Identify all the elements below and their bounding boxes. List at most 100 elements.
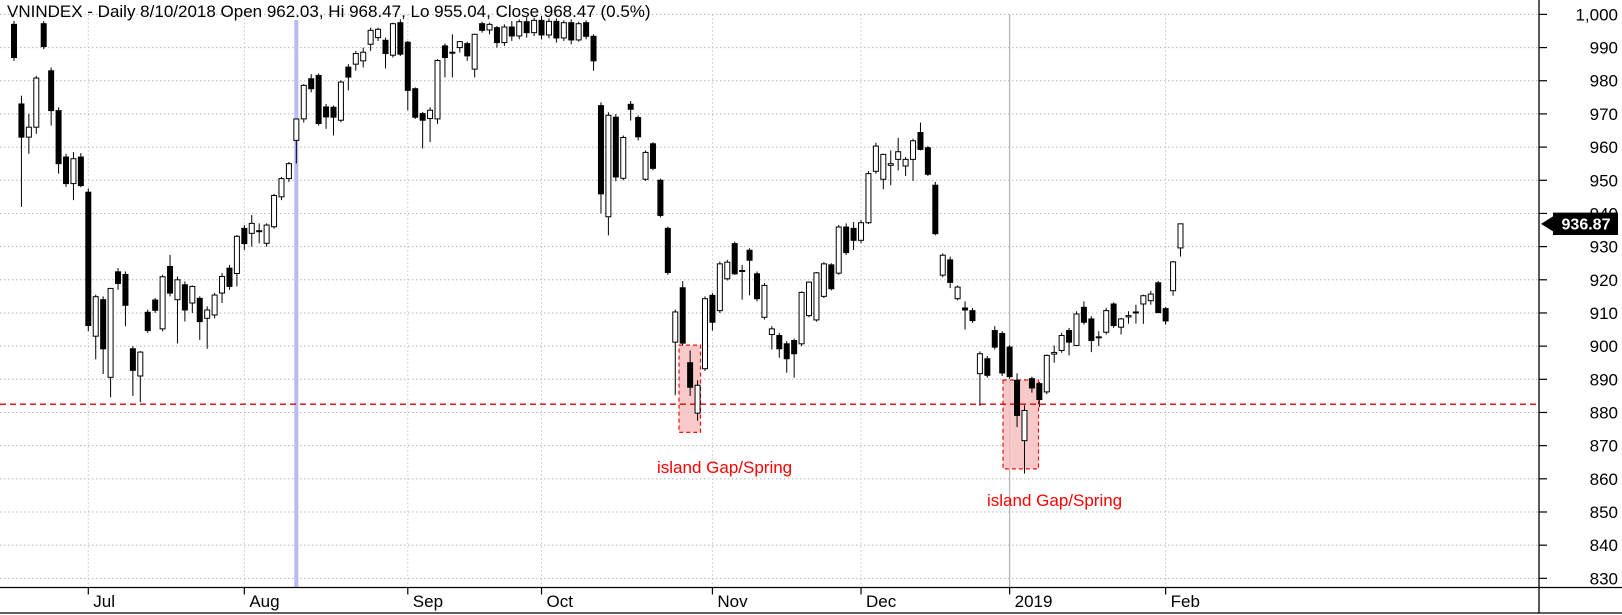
candle — [835, 225, 842, 275]
candle — [389, 22, 396, 58]
candle-body — [865, 173, 872, 224]
candle — [1051, 345, 1058, 363]
candle-body — [739, 269, 746, 272]
candle-body — [1051, 351, 1058, 355]
candle-body — [367, 29, 374, 45]
candle-body — [189, 285, 196, 304]
chart-title: VNINDEX - Daily 8/10/2018 Open 962.03, H… — [7, 2, 651, 21]
candle-body — [1066, 330, 1073, 343]
candle-body — [895, 151, 902, 160]
candle — [969, 307, 976, 323]
candle-body — [976, 353, 983, 375]
candle — [345, 64, 352, 91]
month-tick-label: Sep — [413, 592, 443, 611]
candle-body — [560, 22, 567, 39]
candle — [776, 332, 783, 358]
price-tick-label: 970 — [1590, 105, 1618, 124]
island-gap-box — [1002, 379, 1040, 470]
candle — [456, 40, 463, 53]
candle-body — [256, 230, 263, 233]
candle — [635, 115, 642, 141]
candle-body — [880, 153, 887, 180]
candle — [694, 380, 701, 421]
candle — [1021, 405, 1028, 474]
candle-body — [835, 226, 842, 274]
candle-body — [516, 21, 523, 37]
candle-body — [1088, 318, 1095, 341]
candle — [627, 100, 634, 121]
candle-body — [672, 311, 679, 343]
candle — [1028, 376, 1035, 393]
candle-body — [568, 22, 575, 41]
candle-body — [501, 26, 508, 44]
price-tick-label: 890 — [1590, 370, 1618, 389]
candle — [739, 264, 746, 300]
month-tick-label: 2019 — [1015, 592, 1053, 611]
candle — [493, 26, 500, 48]
candle-body — [107, 287, 114, 378]
candle-body — [285, 163, 292, 180]
candle-body — [33, 77, 40, 128]
candle — [1088, 316, 1095, 353]
candle-body — [382, 39, 389, 55]
candle — [1095, 331, 1102, 347]
candle — [233, 235, 240, 287]
candle-body — [709, 294, 716, 323]
candle — [590, 34, 597, 71]
candle-body — [181, 284, 188, 311]
candle-body — [1006, 346, 1013, 378]
candle — [419, 111, 426, 149]
candle-body — [947, 259, 954, 283]
candle-body — [196, 297, 203, 323]
candle-body — [204, 309, 211, 319]
candle — [486, 22, 493, 35]
candle-body — [1058, 335, 1065, 351]
island-gap-label: island Gap/Spring — [657, 458, 792, 477]
candle — [1043, 354, 1050, 395]
candle-body — [293, 118, 300, 141]
candle-body — [791, 339, 798, 355]
candle-body — [776, 335, 783, 350]
candle-body — [323, 106, 330, 118]
price-tag-arrow — [1541, 216, 1553, 232]
price-tick-label: 980 — [1590, 72, 1618, 91]
candle-body — [657, 179, 664, 216]
candle-body — [219, 275, 226, 294]
candle — [248, 215, 255, 247]
price-tick-label: 1,000 — [1575, 5, 1618, 24]
candle — [278, 176, 285, 201]
candle — [1132, 304, 1139, 324]
candle-body — [761, 284, 768, 318]
candle-body — [531, 19, 538, 34]
island-gap-label: island Gap/Spring — [987, 491, 1122, 510]
candle-body — [984, 358, 991, 376]
candle — [1162, 306, 1169, 325]
candle — [18, 95, 25, 207]
candle-body — [55, 110, 62, 165]
candle-body — [798, 291, 805, 345]
candle — [25, 113, 32, 154]
price-tick-label: 990 — [1590, 39, 1618, 58]
time-axis: Jul Aug Sep Oct Nov Dec 2019 Feb — [87, 587, 1200, 611]
candle-body — [174, 279, 181, 301]
candle-body — [1095, 336, 1102, 339]
candle-body — [999, 333, 1006, 374]
candle — [196, 296, 203, 340]
candle — [360, 47, 367, 68]
candle-body — [1140, 295, 1147, 305]
candle — [962, 301, 969, 330]
candle — [1125, 311, 1132, 324]
candle — [865, 170, 872, 225]
candle-body — [63, 156, 70, 185]
price-tick-label: 950 — [1590, 171, 1618, 190]
candle — [434, 59, 441, 124]
candle-body — [1021, 409, 1028, 442]
candle — [1177, 223, 1184, 257]
candle — [1110, 302, 1117, 328]
price-tick-label: 880 — [1590, 403, 1618, 422]
candle — [932, 181, 939, 236]
candle-body — [687, 362, 694, 388]
candle — [612, 113, 619, 182]
candle — [122, 271, 129, 327]
